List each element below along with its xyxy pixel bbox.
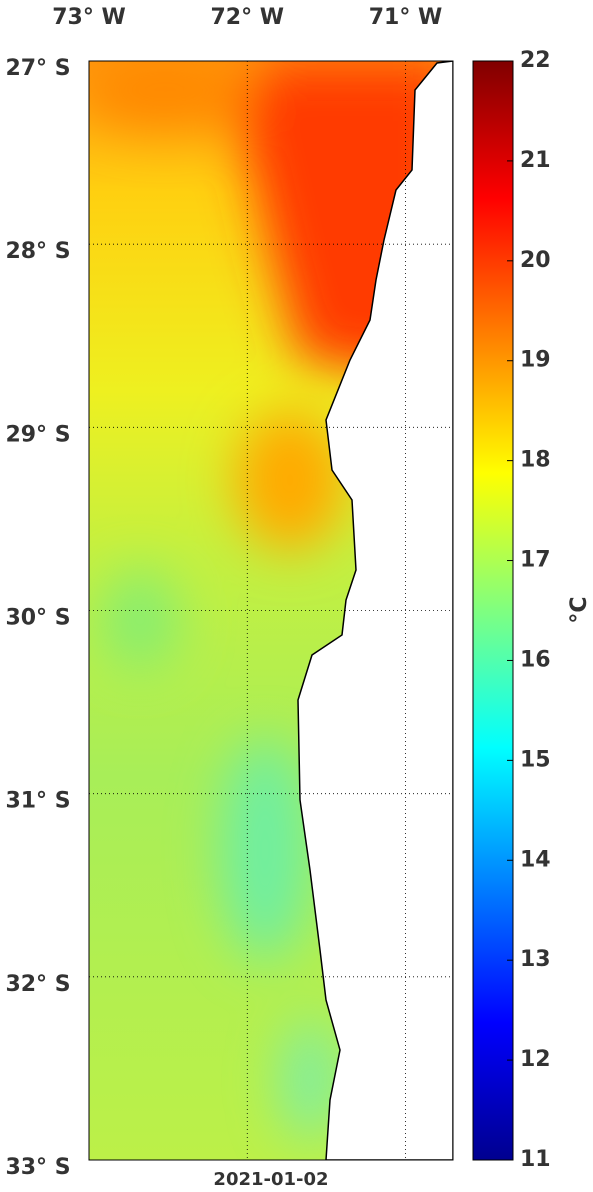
lat-tick-label: 29° S (5, 422, 70, 447)
colorbar-tick-label: 13 (520, 947, 551, 972)
colorbar-tick-label: 19 (520, 348, 551, 373)
colorbar (472, 60, 514, 1161)
colorbar-unit: °C (567, 596, 592, 623)
map-frame (88, 60, 454, 1161)
lat-tick-label: 33° S (5, 1155, 70, 1180)
lon-tick-label: 72° W (210, 5, 284, 30)
lat-tick-label: 32° S (5, 972, 70, 997)
lon-tick-label: 73° W (52, 5, 126, 30)
colorbar-tick-label: 22 (520, 48, 551, 73)
lon-tick-label: 71° W (369, 5, 443, 30)
land (297, 61, 453, 1160)
colorbar-tick-label: 12 (520, 1047, 551, 1072)
lat-tick-label: 31° S (5, 789, 70, 814)
date-label: 2021-01-02 (213, 1169, 328, 1188)
colorbar-tick-label: 15 (520, 747, 551, 772)
colorbar-tick-label: 16 (520, 647, 551, 672)
colorbar-tick-label: 17 (520, 548, 551, 573)
lat-tick-label: 27° S (5, 56, 70, 81)
colorbar-tick-label: 14 (520, 847, 551, 872)
sst-field (89, 61, 453, 1160)
colorbar-tick-label: 11 (520, 1147, 551, 1172)
colorbar-tick-label: 20 (520, 248, 551, 273)
lat-tick-label: 28° S (5, 239, 70, 264)
colorbar-tick-label: 18 (520, 448, 551, 473)
colorbar-tick-label: 21 (520, 148, 551, 173)
lat-tick-label: 30° S (5, 606, 70, 631)
